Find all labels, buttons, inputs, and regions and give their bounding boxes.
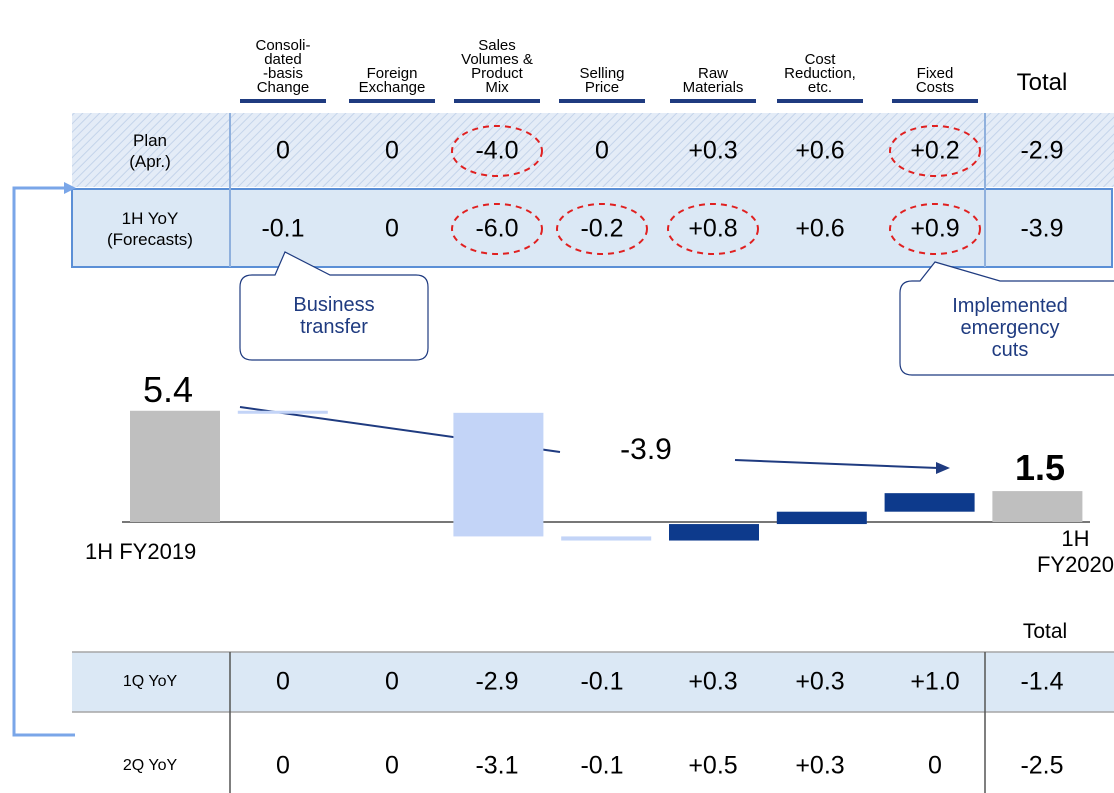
row-label: Plan (Apr.)	[129, 131, 171, 171]
callout-text: Implemented emergency cuts	[952, 295, 1068, 361]
cell: +1.0	[910, 667, 960, 696]
column-header: Sales Volumes & Product Mix	[461, 37, 533, 96]
bar	[776, 511, 867, 525]
row-label: 2Q YoY	[122, 757, 178, 774]
bar	[992, 491, 1083, 522]
cell: -4.0	[475, 136, 519, 165]
cell: +0.3	[688, 667, 738, 696]
column-header: Fixed Costs	[915, 65, 955, 96]
cell: -0.1	[580, 667, 624, 696]
arrow-line	[734, 459, 939, 469]
column-header: Raw Materials	[682, 65, 744, 96]
cell: 0	[276, 136, 290, 165]
highlight-circle	[889, 203, 981, 255]
cell: +0.3	[795, 667, 845, 696]
cell: -0.1	[580, 751, 624, 780]
bar	[453, 412, 544, 537]
row-label: 1H YoY (Forecasts)	[107, 209, 193, 249]
column-header: Consoli- dated -basis Change	[255, 37, 311, 96]
cell: 0	[385, 751, 399, 780]
column-header: Total	[1016, 69, 1068, 96]
cell: -3.9	[1020, 214, 1064, 243]
q1-row-bg	[72, 652, 1114, 712]
cell: -2.9	[475, 667, 519, 696]
value-label: 5.4	[142, 369, 194, 410]
bar	[561, 536, 652, 541]
bar	[884, 493, 975, 512]
cell: +0.5	[688, 751, 738, 780]
highlight-circle	[667, 203, 759, 255]
cell: +0.3	[688, 136, 738, 165]
bar	[130, 410, 220, 522]
column-header: Cost Reduction, etc.	[784, 51, 856, 96]
callout-box	[899, 261, 1114, 376]
value-label: 1.5	[1014, 447, 1066, 488]
cell: +0.6	[795, 214, 845, 243]
annotation: -3.9	[620, 433, 672, 466]
bracket	[12, 186, 75, 737]
cell: 0	[276, 667, 290, 696]
cell: +0.9	[910, 214, 960, 243]
cell: +0.3	[795, 751, 845, 780]
row-label: 1Q YoY	[122, 673, 178, 690]
bracket-arrow	[64, 182, 76, 194]
plan-row-bg	[72, 113, 1114, 187]
callout-box	[239, 251, 429, 361]
cell: +0.2	[910, 136, 960, 165]
cell: -0.2	[580, 214, 624, 243]
cell: 0	[595, 136, 609, 165]
category-label: 1H FY2020	[1036, 526, 1114, 577]
cell: 0	[385, 214, 399, 243]
column-header: Selling Price	[579, 65, 625, 96]
cell: -0.1	[261, 214, 305, 243]
cell: -2.5	[1020, 751, 1064, 780]
column-header: Total	[1022, 620, 1068, 643]
cell: +0.8	[688, 214, 738, 243]
cell: 0	[385, 667, 399, 696]
cell: +0.6	[795, 136, 845, 165]
bar	[237, 410, 328, 414]
highlight-circle	[556, 203, 648, 255]
highlight-circle	[451, 125, 543, 177]
highlight-circle	[889, 125, 981, 177]
category-label: 1H FY2019	[85, 539, 197, 564]
cell: 0	[385, 136, 399, 165]
cell: -6.0	[475, 214, 519, 243]
cell: 0	[276, 751, 290, 780]
callout-text: Business transfer	[293, 294, 375, 338]
cell: -2.9	[1020, 136, 1064, 165]
bar	[669, 524, 759, 541]
column-header: Foreign Exchange	[358, 65, 426, 96]
highlight-circle	[451, 203, 543, 255]
cell: 0	[928, 751, 942, 780]
cell: -3.1	[475, 751, 519, 780]
cell: -1.4	[1020, 667, 1064, 696]
arrow-head	[936, 462, 950, 474]
